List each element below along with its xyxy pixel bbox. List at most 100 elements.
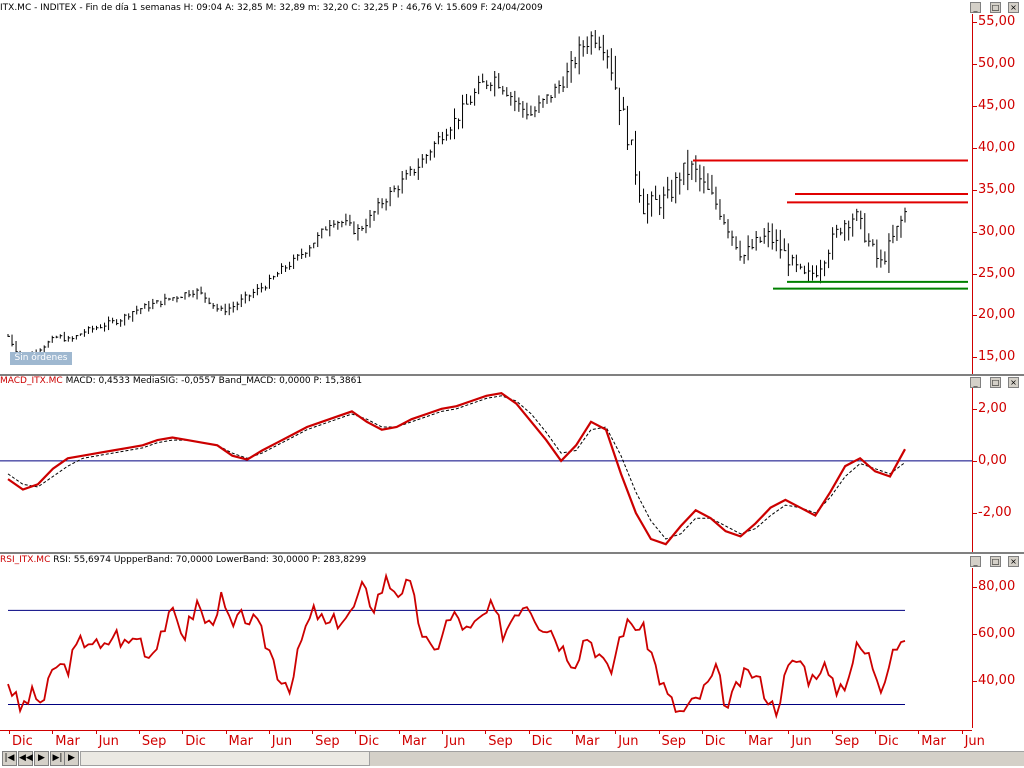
x-tick-mark bbox=[528, 730, 530, 734]
x-tick-mark bbox=[831, 730, 833, 734]
macd-signal-line bbox=[7, 395, 906, 540]
orders-badge: Sin órdenes bbox=[10, 352, 72, 365]
pane-divider[interactable] bbox=[0, 374, 1024, 376]
x-tick-label: Jun bbox=[964, 734, 985, 749]
x-tick-mark bbox=[355, 730, 357, 734]
x-tick-label: Dic bbox=[358, 734, 380, 749]
x-tick-label: Dic bbox=[12, 734, 33, 749]
x-tick-label: Dic bbox=[531, 734, 553, 749]
x-tick-mark bbox=[9, 730, 10, 734]
y-tick-label: -2,00 bbox=[978, 504, 1012, 520]
y-tick-mark bbox=[972, 189, 977, 191]
x-tick-label: Dic bbox=[878, 734, 899, 749]
y-tick-mark bbox=[972, 231, 977, 233]
macd-pane-title: MACD_ITX.MC MACD: 0,4533 MediaSIG: -0,05… bbox=[0, 376, 362, 386]
scroll-right-icon[interactable]: ▶ bbox=[64, 751, 79, 766]
macd-line bbox=[7, 392, 906, 546]
y-tick-mark bbox=[972, 408, 977, 410]
x-tick-label: Jun bbox=[618, 734, 639, 749]
x-tick-mark bbox=[571, 730, 573, 734]
next-page-icon[interactable]: ▶ bbox=[34, 751, 49, 766]
y-tick-label: 45,00 bbox=[978, 98, 1016, 114]
y-tick-label: 55,00 bbox=[978, 14, 1016, 30]
x-tick-label: Mar bbox=[574, 734, 600, 749]
maximize-rsi-pane-icon[interactable]: □ bbox=[990, 556, 1001, 567]
y-tick-mark bbox=[972, 512, 977, 514]
x-tick-label: Sep bbox=[141, 734, 167, 749]
price-chart[interactable] bbox=[0, 14, 972, 374]
rsi-series-info: RSI: 55,6974 UppperBand: 70,0000 LowerBa… bbox=[53, 555, 367, 565]
price-axis-line bbox=[972, 14, 973, 374]
y-tick-mark bbox=[972, 633, 977, 635]
x-tick-label: Mar bbox=[228, 734, 254, 749]
x-tick-mark bbox=[615, 730, 617, 734]
y-tick-label: 0,00 bbox=[978, 452, 1007, 468]
x-tick-label: Sep bbox=[834, 734, 860, 749]
y-tick-mark bbox=[972, 106, 977, 108]
close-price-pane-icon[interactable]: × bbox=[1008, 2, 1019, 13]
x-tick-label: Dic bbox=[185, 734, 206, 749]
y-tick-mark bbox=[972, 586, 977, 588]
x-tick-mark bbox=[485, 730, 487, 734]
y-tick-mark bbox=[972, 680, 977, 682]
x-tick-mark bbox=[658, 730, 660, 734]
x-tick-mark bbox=[225, 730, 227, 734]
macd-chart[interactable] bbox=[0, 388, 972, 552]
x-tick-mark bbox=[398, 730, 400, 734]
minimize-macd-pane-icon[interactable]: _ bbox=[970, 377, 981, 388]
x-tick-mark bbox=[268, 730, 270, 734]
x-tick-mark bbox=[701, 730, 703, 734]
minimize-price-pane-icon[interactable]: _ bbox=[970, 2, 981, 13]
rsi-pane-title: RSI_ITX.MC RSI: 55,6974 UppperBand: 70,0… bbox=[0, 555, 366, 565]
x-tick-label: Jun bbox=[791, 734, 812, 749]
x-tick-label: Jun bbox=[271, 734, 293, 749]
y-tick-mark bbox=[972, 64, 977, 66]
y-tick-label: 15,00 bbox=[978, 349, 1016, 365]
maximize-price-pane-icon[interactable]: □ bbox=[990, 2, 1001, 13]
close-macd-pane-icon[interactable]: × bbox=[1008, 377, 1019, 388]
x-tick-mark bbox=[312, 730, 314, 734]
x-tick-label: Jun bbox=[445, 734, 466, 749]
pane-divider[interactable] bbox=[0, 552, 1024, 554]
first-page-icon[interactable]: |◀ bbox=[2, 751, 17, 766]
last-page-icon[interactable]: ▶| bbox=[50, 751, 65, 766]
x-tick-mark bbox=[961, 730, 963, 734]
previous-page-icon[interactable]: ◀◀ bbox=[18, 751, 33, 766]
x-tick-mark bbox=[788, 730, 790, 734]
x-tick-mark bbox=[875, 730, 876, 734]
x-tick-mark bbox=[182, 730, 184, 734]
x-tick-mark bbox=[745, 730, 747, 734]
y-tick-label: 25,00 bbox=[978, 265, 1016, 281]
y-tick-mark bbox=[972, 147, 977, 149]
y-tick-label: 35,00 bbox=[978, 181, 1016, 197]
x-tick-label: Mar bbox=[55, 734, 80, 749]
x-tick-label: Sep bbox=[315, 734, 340, 749]
price-series-name: ITX.MC - INDITEX bbox=[0, 3, 77, 13]
rsi-line bbox=[7, 572, 906, 720]
minimize-rsi-pane-icon[interactable]: _ bbox=[970, 556, 981, 567]
x-tick-mark bbox=[138, 730, 140, 734]
y-tick-label: 2,00 bbox=[978, 400, 1007, 416]
scroll-track[interactable] bbox=[370, 751, 1024, 766]
y-tick-mark bbox=[972, 460, 977, 462]
close-rsi-pane-icon[interactable]: × bbox=[1008, 556, 1019, 567]
macd-series-name: MACD_ITX.MC bbox=[0, 376, 63, 386]
y-tick-label: 60,00 bbox=[978, 625, 1016, 641]
rsi-chart[interactable] bbox=[0, 568, 972, 728]
y-tick-label: 30,00 bbox=[978, 223, 1016, 239]
price-series-info: - Fin de día 1 semanas H: 09:04 A: 32,85… bbox=[76, 3, 543, 13]
y-tick-label: 40,00 bbox=[978, 672, 1016, 688]
x-tick-label: Mar bbox=[921, 734, 946, 749]
x-tick-mark bbox=[918, 730, 920, 734]
y-tick-mark bbox=[972, 357, 977, 359]
y-tick-label: 80,00 bbox=[978, 578, 1016, 594]
y-tick-label: 50,00 bbox=[978, 56, 1016, 72]
horizontal-scrollbar[interactable] bbox=[80, 751, 370, 766]
y-tick-mark bbox=[972, 315, 977, 317]
price-pane-title: ITX.MC - INDITEX - Fin de día 1 semanas … bbox=[0, 3, 543, 13]
x-tick-mark bbox=[95, 730, 97, 734]
x-tick-mark bbox=[52, 730, 54, 734]
maximize-macd-pane-icon[interactable]: □ bbox=[990, 377, 1001, 388]
x-tick-label: Mar bbox=[748, 734, 773, 749]
